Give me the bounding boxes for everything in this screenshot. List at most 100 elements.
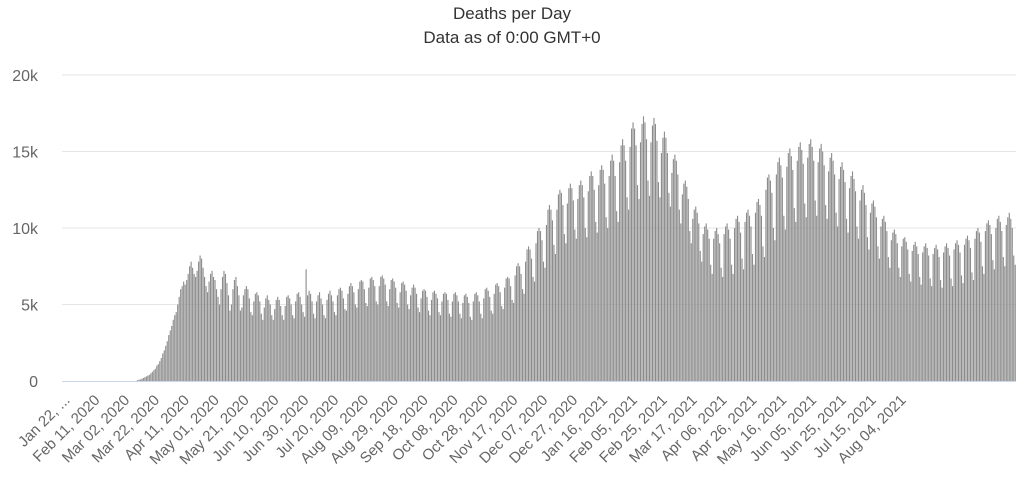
- bar: [145, 376, 147, 381]
- bar: [426, 296, 428, 381]
- bar: [680, 223, 682, 381]
- bar: [554, 254, 556, 381]
- bar: [890, 240, 892, 381]
- bar: [286, 296, 288, 381]
- bar: [572, 200, 574, 381]
- bar: [266, 295, 268, 381]
- bar: [899, 276, 901, 381]
- bar: [648, 195, 651, 381]
- bar: [175, 312, 177, 381]
- bar: [811, 146, 813, 381]
- bar: [466, 296, 468, 381]
- bar: [211, 270, 213, 381]
- bar: [590, 171, 592, 381]
- bar: [519, 266, 521, 381]
- bar: [423, 289, 425, 381]
- bar: [626, 197, 628, 381]
- bar: [581, 185, 583, 381]
- bar: [778, 157, 780, 381]
- bar: [320, 298, 322, 381]
- bar: [345, 310, 347, 381]
- bar: [465, 293, 467, 381]
- bar: [663, 131, 665, 381]
- bar: [854, 191, 857, 381]
- bar: [796, 160, 798, 381]
- bar: [642, 116, 645, 381]
- bar: [1013, 255, 1015, 381]
- bar: [336, 295, 339, 381]
- bar: [411, 287, 413, 381]
- bar: [557, 194, 559, 381]
- bar: [287, 295, 289, 381]
- bar: [638, 198, 640, 381]
- bar: [553, 244, 555, 381]
- bar: [201, 258, 203, 381]
- bar: [781, 177, 783, 381]
- bar: [635, 145, 637, 381]
- bar: [862, 185, 864, 381]
- bar: [298, 292, 300, 381]
- bar: [204, 276, 206, 381]
- bar: [986, 223, 988, 381]
- bar: [817, 162, 819, 381]
- bar: [714, 231, 716, 381]
- bar: [835, 212, 837, 381]
- bar: [510, 286, 512, 381]
- bar: [840, 166, 842, 381]
- bar: [424, 290, 427, 381]
- bar: [698, 223, 700, 381]
- bar: [695, 206, 697, 381]
- bar: [327, 293, 330, 381]
- bar: [869, 212, 871, 381]
- bar: [236, 286, 238, 381]
- bar: [239, 310, 241, 381]
- bar: [278, 299, 280, 381]
- y-tick-label: 10k: [12, 221, 39, 238]
- bar: [381, 275, 383, 381]
- bar: [1005, 224, 1007, 381]
- bar: [259, 301, 261, 381]
- bar: [647, 180, 649, 381]
- bar: [487, 290, 489, 381]
- bar: [965, 238, 967, 381]
- bar: [793, 208, 795, 381]
- bar: [478, 301, 480, 381]
- bar: [732, 273, 734, 381]
- bar: [484, 289, 486, 381]
- bar: [177, 304, 179, 381]
- bar: [586, 237, 588, 381]
- bar: [535, 243, 537, 381]
- bar: [913, 244, 915, 381]
- bar: [578, 185, 580, 381]
- bar: [517, 263, 519, 381]
- bar: [292, 315, 294, 381]
- bar: [989, 224, 991, 381]
- bar: [745, 212, 748, 381]
- bar: [174, 315, 176, 381]
- bar: [289, 298, 291, 381]
- bar: [492, 313, 494, 381]
- bar: [299, 296, 301, 381]
- bar: [720, 267, 722, 381]
- bar: [209, 273, 212, 381]
- bar: [853, 179, 855, 381]
- bar: [575, 238, 577, 381]
- bar: [929, 278, 931, 381]
- bar: [916, 246, 918, 381]
- bar: [980, 241, 982, 381]
- bar: [917, 254, 919, 381]
- bar: [366, 306, 368, 381]
- bar: [838, 179, 840, 381]
- bar: [568, 188, 570, 381]
- bar: [284, 306, 286, 381]
- bar: [493, 293, 495, 381]
- bar: [810, 139, 812, 381]
- bar: [208, 281, 210, 381]
- bar: [369, 278, 371, 381]
- bar: [814, 200, 816, 381]
- bar: [768, 174, 770, 381]
- bar: [350, 283, 352, 381]
- bar: [769, 180, 771, 381]
- bar: [844, 182, 846, 381]
- bar: [887, 257, 889, 381]
